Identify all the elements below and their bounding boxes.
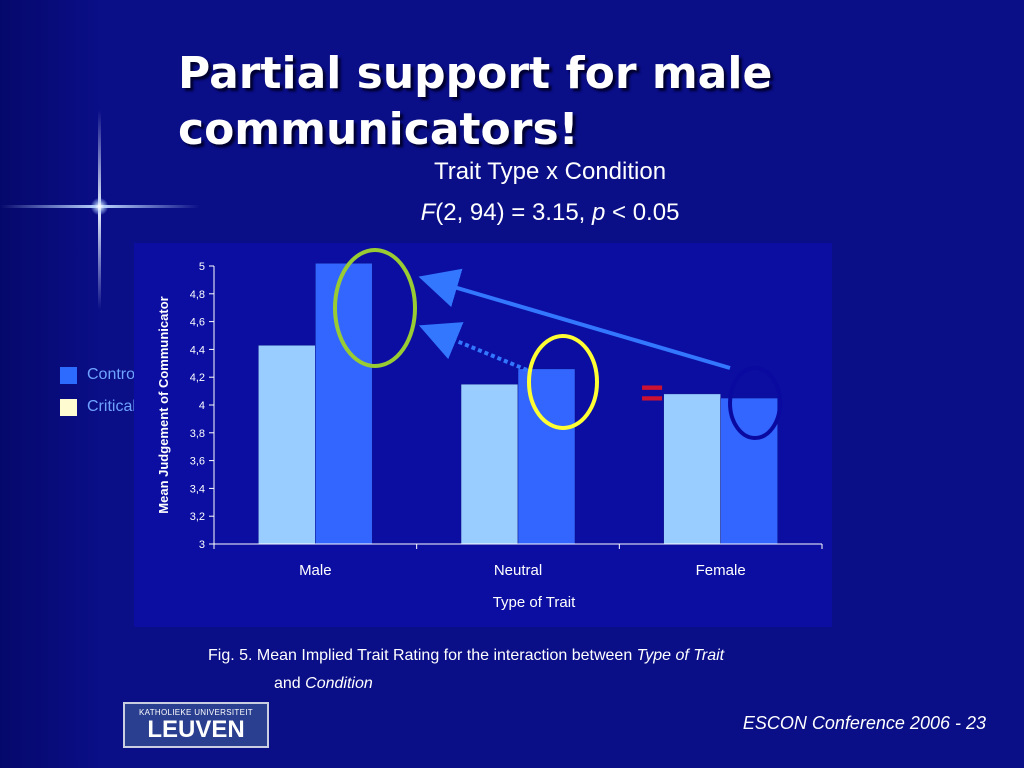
slide-title: Partial support for male communicators! [178, 48, 773, 155]
legend-label-critical: Critical [87, 398, 136, 415]
ku-leuven-logo: KATHOLIEKE UNIVERSITEIT LEUVEN [123, 702, 269, 748]
y-tick-label: 4 [199, 400, 205, 412]
y-tick-label: 3 [199, 539, 205, 551]
slide-footer: ESCON Conference 2006 - 23 [742, 713, 986, 733]
legend-swatch-control [60, 366, 77, 384]
y-ticks: 3 3,2 3,4 3,6 3,8 4 4,2 4,4 4,6 4,8 5 [190, 261, 214, 551]
x-tick-label: Neutral [494, 562, 542, 579]
figure-caption: Fig. 5. Mean Implied Trait Rating for th… [208, 642, 724, 698]
x-axis-label: Type of Trait [493, 594, 576, 611]
y-tick-label: 3,4 [190, 483, 205, 495]
stat-F: F [420, 199, 436, 226]
bar-female-critical [663, 393, 721, 545]
chart-subtitle-statistic: F(2, 94) = 3.15, p < 0.05 [300, 199, 800, 227]
chart-subtitle-effect: Trait Type x Condition [433, 158, 667, 185]
y-tick-label: 3,2 [190, 511, 205, 523]
bar-chart: 3 3,2 3,4 3,6 3,8 4 4,2 4,4 4,6 4,8 5 Male Neutral F… [156, 261, 823, 611]
y-tick-label: 3,8 [190, 428, 205, 440]
caption-text: Fig. 5. Mean Implied Trait Rating for th… [208, 647, 637, 664]
stat-p: p [592, 199, 606, 226]
bar-male-control [315, 262, 373, 545]
legend-item-critical: Critical [60, 391, 139, 423]
bar-female-control [720, 397, 778, 545]
chart-legend: Control Critical [60, 359, 139, 423]
left-decor-band [0, 0, 100, 768]
legend-swatch-critical [60, 398, 77, 416]
y-tick-label: 3,6 [190, 456, 205, 468]
y-tick-label: 5 [199, 261, 205, 273]
y-tick-label: 4,8 [190, 289, 205, 301]
bar-neutral-control [517, 368, 576, 545]
bar-neutral-critical [460, 383, 519, 545]
x-tick-label: Male [299, 562, 332, 579]
caption-and: and [274, 675, 306, 692]
y-axis-label: Mean Judgement of Communicator [156, 296, 171, 513]
y-tick-label: 4,2 [190, 372, 205, 384]
legend-label-control: Control [87, 366, 139, 383]
logo-top-text: KATHOLIEKE UNIVERSITEIT [139, 708, 253, 717]
y-tick-label: 4,4 [190, 344, 205, 356]
light-flare-center [91, 198, 108, 215]
x-ticks: Male Neutral Female [213, 544, 823, 579]
logo-main-text: LEUVEN [147, 716, 245, 743]
caption-type-of-trait: Type of Trait [636, 647, 725, 664]
stat-p-threshold: < 0.05 [605, 199, 680, 226]
x-tick-label: Female [696, 562, 746, 579]
stat-df-value: (2, 94) = 3.15, [435, 199, 592, 226]
y-tick-label: 4,6 [190, 317, 205, 329]
bar-male-critical [258, 344, 316, 545]
caption-condition: Condition [305, 675, 373, 692]
bars-layer [258, 262, 778, 545]
legend-item-control: Control [60, 359, 139, 391]
chart-panel: 3 3,2 3,4 3,6 3,8 4 4,2 4,4 4,6 4,8 5 Male Neutral F… [134, 243, 832, 627]
